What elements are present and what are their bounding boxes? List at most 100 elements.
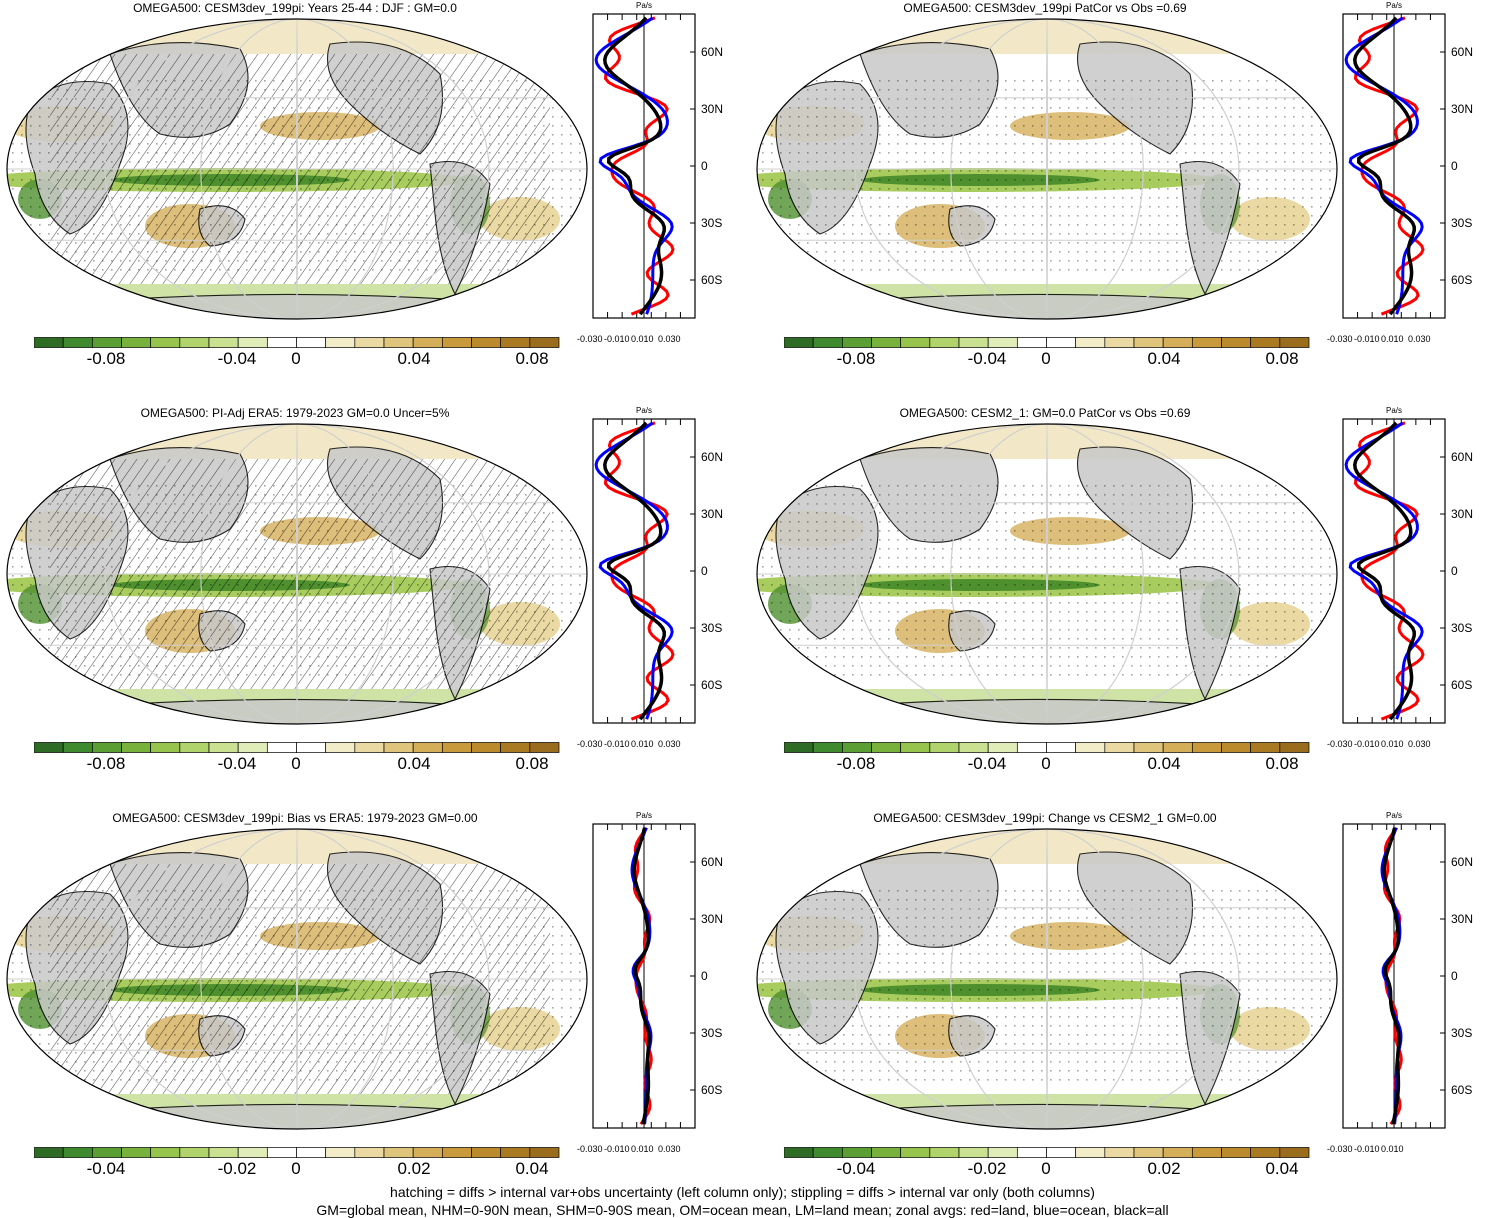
latitude-label: 60N [1451,450,1473,464]
map-panel-1: OMEGA500: CESM3dev_199pi: Years 25-44 : … [0,0,742,405]
map-panel-4: OMEGA500: CESM2_1: GM=0.0 PatCor vs Obs … [750,405,1485,810]
zonal-units: Pa/s [1386,1,1402,10]
colorbar-tick-label: -0.04 [217,349,257,368]
zonal-tick-label: -0.030 [577,739,603,749]
colorbar-tick-label: 0 [1041,754,1051,773]
zonal-tick-label: 0.030 [658,739,681,749]
colorbar-tick-label: -0.08 [836,349,876,368]
latitude-label: 30S [701,1026,722,1040]
panel-title: OMEGA500: CESM2_1: GM=0.0 PatCor vs Obs … [899,406,1191,420]
colorbar-tick-label: -0.04 [967,349,1007,368]
colorbar-tick-label: 0.04 [1147,754,1181,773]
zonal-mean-plot: Pa/s 60N 30N 0 30S 60S -0.030 -0.010 0.010 0.030 [577,1,723,344]
all-mean-line [603,16,666,316]
colorbar [34,337,560,348]
latitude-label: 0 [701,564,708,578]
ocean-mean-line [594,421,674,720]
colorbar [784,337,1310,348]
latitude-label: 60S [1451,273,1472,287]
latitude-label: 0 [1451,969,1458,983]
panel-title: OMEGA500: PI-Adj ERA5: 1979-2023 GM=0.0 … [140,406,450,420]
zonal-tick-label: -0.010 [604,334,630,344]
colorbar-tick-label: 0.04 [397,349,431,368]
colorbar-labels: -0.04 -0.02 0 0.02 0.04 [784,1159,1309,1181]
latitude-label: 30N [701,102,723,116]
zonal-tick-label: 0.010 [1381,739,1404,749]
colorbar-tick-label: -0.08 [86,349,126,368]
colorbar-tick-label: 0 [291,1159,301,1178]
zonal-mean-plot: Pa/s 60N 30N 0 30S 60S -0.030 -0.010 0.010 [1327,811,1473,1154]
colorbar-tick-label: 0.08 [1265,754,1299,773]
colorbar-tick-label: 0.04 [515,1159,549,1178]
map-panel-5: OMEGA500: CESM3dev_199pi: Bias vs ERA5: … [0,810,742,1215]
all-mean-line [1353,16,1416,316]
zonal-tick-label: 0.010 [1381,1144,1404,1154]
map-panel-2: OMEGA500: CESM3dev_199pi PatCor vs Obs =… [750,0,1485,405]
latitude-label: 0 [1451,564,1458,578]
robinson-map [756,423,1338,725]
all-mean-line [1382,827,1401,1125]
ocean-mean-line [1380,827,1403,1125]
latitude-label: 30N [1451,102,1473,116]
footer-line-2: GM=global mean, NHM=0-90N mean, SHM=0-90… [316,1202,1169,1218]
zonal-tick-label: -0.030 [577,334,603,344]
latitude-label: 60S [1451,1083,1472,1097]
colorbar-tick-label: -0.08 [86,754,126,773]
zonal-tick-label: -0.010 [604,739,630,749]
latitude-label: 60N [1451,855,1473,869]
zonal-units: Pa/s [1386,811,1402,820]
colorbar-tick-label: 0.02 [1147,1159,1181,1178]
colorbar-tick-label: 0.04 [397,754,431,773]
colorbar-tick-label: 0.04 [1147,349,1181,368]
all-mean-line [603,421,666,721]
colorbar-labels: -0.08 -0.04 0 0.04 0.08 [34,754,559,776]
colorbar [784,742,1310,753]
colorbar-labels: -0.04 -0.02 0 0.02 0.04 [34,1159,559,1181]
zonal-tick-label: 0.010 [631,334,654,344]
panel-title: OMEGA500: CESM3dev_199pi: Years 25-44 : … [133,1,457,15]
panel-title: OMEGA500: CESM3dev_199pi: Change vs CESM… [873,811,1217,825]
colorbar-labels: -0.08 -0.04 0 0.04 0.08 [784,754,1309,776]
panel-title: OMEGA500: CESM3dev_199pi PatCor vs Obs =… [903,1,1187,15]
latitude-label: 30S [1451,1026,1472,1040]
panel-title: OMEGA500: CESM3dev_199pi: Bias vs ERA5: … [112,811,478,825]
latitude-label: 60N [701,450,723,464]
zonal-tick-label: -0.010 [1354,1144,1380,1154]
colorbar-tick-label: -0.04 [217,754,257,773]
ocean-mean-line [630,827,653,1125]
latitude-label: 60S [701,678,722,692]
footer-line-1: hatching = diffs > internal var+obs unce… [390,1184,1095,1200]
all-mean-line [1353,421,1416,721]
colorbar [784,1147,1310,1158]
colorbar [34,742,560,753]
colorbar-tick-label: -0.04 [836,1159,876,1178]
zonal-tick-label: -0.010 [604,1144,630,1154]
colorbar-tick-label: 0 [291,349,301,368]
latitude-label: 0 [701,159,708,173]
zonal-units: Pa/s [636,406,652,415]
zonal-units: Pa/s [636,1,652,10]
zonal-tick-label: -0.030 [1327,739,1353,749]
colorbar-labels: -0.08 -0.04 0 0.04 0.08 [784,349,1309,371]
zonal-tick-label: -0.030 [577,1144,603,1154]
zonal-tick-label: -0.010 [1354,739,1380,749]
zonal-tick-label: 0.030 [1408,334,1431,344]
colorbar-tick-label: 0.02 [397,1159,431,1178]
ocean-mean-line [1344,16,1424,315]
zonal-tick-label: 0.010 [631,739,654,749]
colorbar-tick-label: 0.08 [515,754,549,773]
colorbar-tick-label: -0.08 [836,754,876,773]
latitude-label: 60N [1451,45,1473,59]
zonal-mean-plot: Pa/s 60N 30N 0 30S 60S -0.030 -0.010 0.010 0.030 [1327,1,1473,344]
latitude-label: 30S [701,621,722,635]
latitude-label: 60N [701,45,723,59]
latitude-label: 30N [1451,507,1473,521]
zonal-tick-label: 0.030 [1408,739,1431,749]
colorbar-labels: -0.08 -0.04 0 0.04 0.08 [34,349,559,371]
latitude-label: 30N [1451,912,1473,926]
latitude-label: 30S [1451,216,1472,230]
zonal-tick-label: 0.030 [658,1144,681,1154]
latitude-label: 30N [701,507,723,521]
zonal-mean-plot: Pa/s 60N 30N 0 30S 60S -0.030 -0.010 0.010 0.030 [1327,406,1473,749]
zonal-mean-plot: Pa/s 60N 30N 0 30S 60S -0.030 -0.010 0.010 0.030 [577,811,723,1154]
